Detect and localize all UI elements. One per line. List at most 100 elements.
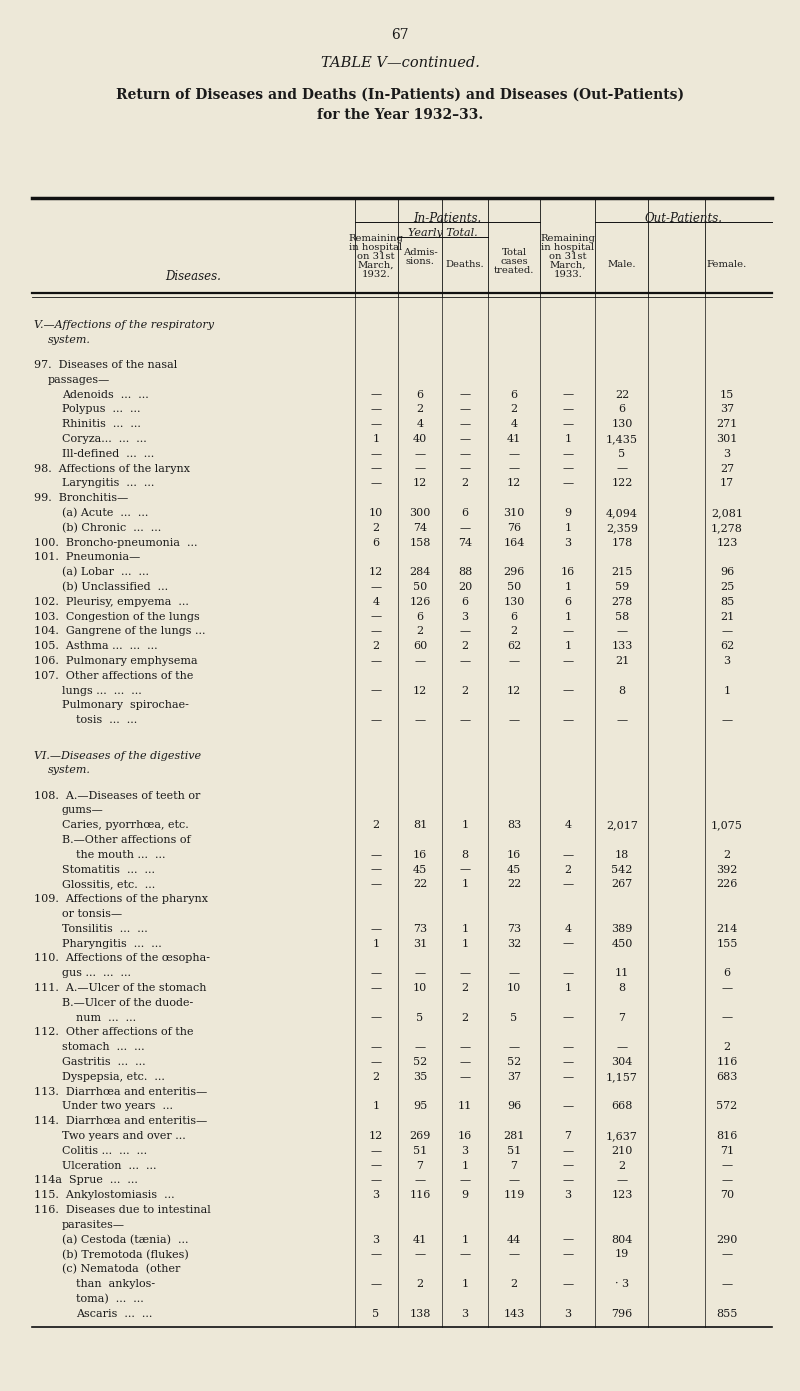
Text: 7: 7	[618, 1013, 626, 1022]
Text: —: —	[414, 657, 426, 666]
Text: 50: 50	[507, 581, 521, 593]
Text: 2: 2	[417, 626, 423, 636]
Text: —: —	[562, 1013, 574, 1022]
Text: 301: 301	[716, 434, 738, 444]
Text: 73: 73	[413, 924, 427, 933]
Text: 214: 214	[716, 924, 738, 933]
Text: 3: 3	[462, 1146, 469, 1156]
Text: 2: 2	[462, 641, 469, 651]
Text: 16: 16	[561, 568, 575, 577]
Text: 143: 143	[503, 1309, 525, 1319]
Text: 40: 40	[413, 434, 427, 444]
Text: —: —	[370, 865, 382, 875]
Text: 22: 22	[615, 389, 629, 399]
Text: 269: 269	[410, 1131, 430, 1141]
Text: —: —	[722, 715, 733, 725]
Text: 1: 1	[373, 939, 379, 949]
Text: 392: 392	[716, 865, 738, 875]
Text: 271: 271	[716, 419, 738, 430]
Text: 11: 11	[615, 968, 629, 978]
Text: 2,081: 2,081	[711, 508, 743, 517]
Text: —: —	[459, 865, 470, 875]
Text: 1: 1	[462, 1160, 469, 1171]
Text: 178: 178	[611, 537, 633, 548]
Text: on 31st: on 31st	[550, 252, 586, 262]
Text: —: —	[562, 1235, 574, 1245]
Text: 62: 62	[507, 641, 521, 651]
Text: —: —	[370, 1146, 382, 1156]
Text: 50: 50	[413, 581, 427, 593]
Text: 5: 5	[510, 1013, 518, 1022]
Text: 58: 58	[615, 612, 629, 622]
Text: —: —	[370, 479, 382, 488]
Text: —: —	[562, 449, 574, 459]
Text: 12: 12	[507, 479, 521, 488]
Text: cases: cases	[500, 257, 528, 266]
Text: 15: 15	[720, 389, 734, 399]
Text: 74: 74	[413, 523, 427, 533]
Text: 267: 267	[611, 879, 633, 889]
Text: —: —	[414, 1175, 426, 1185]
Text: 67: 67	[391, 28, 409, 42]
Text: 98.  Affections of the larynx: 98. Affections of the larynx	[34, 463, 190, 473]
Text: Ulceration  ...  ...: Ulceration ... ...	[62, 1160, 157, 1171]
Text: Remaining: Remaining	[541, 234, 595, 243]
Text: (a) Acute  ...  ...: (a) Acute ... ...	[62, 508, 148, 519]
Text: Stomatitis  ...  ...: Stomatitis ... ...	[62, 865, 155, 875]
Text: Under two years  ...: Under two years ...	[62, 1102, 173, 1111]
Text: —: —	[722, 983, 733, 993]
Text: toma)  ...  ...: toma) ... ...	[76, 1294, 144, 1305]
Text: —: —	[370, 405, 382, 415]
Text: 52: 52	[413, 1057, 427, 1067]
Text: 683: 683	[716, 1072, 738, 1082]
Text: 310: 310	[503, 508, 525, 517]
Text: or tonsis—: or tonsis—	[62, 910, 122, 919]
Text: 17: 17	[720, 479, 734, 488]
Text: 6: 6	[462, 508, 469, 517]
Text: —: —	[414, 1042, 426, 1052]
Text: 3: 3	[565, 1191, 571, 1200]
Text: —: —	[562, 1146, 574, 1156]
Text: 1,435: 1,435	[606, 434, 638, 444]
Text: 4: 4	[417, 419, 423, 430]
Text: 1,075: 1,075	[711, 821, 743, 830]
Text: —: —	[562, 1160, 574, 1171]
Text: 3: 3	[373, 1191, 379, 1200]
Text: 12: 12	[507, 686, 521, 696]
Text: 2: 2	[510, 405, 518, 415]
Text: gus ...  ...  ...: gus ... ... ...	[62, 968, 131, 978]
Text: Gastritis  ...  ...: Gastritis ... ...	[62, 1057, 146, 1067]
Text: —: —	[370, 1160, 382, 1171]
Text: 74: 74	[458, 537, 472, 548]
Text: 37: 37	[507, 1072, 521, 1082]
Text: 71: 71	[720, 1146, 734, 1156]
Text: 116: 116	[716, 1057, 738, 1067]
Text: 8: 8	[462, 850, 469, 860]
Text: Pulmonary  spirochae-: Pulmonary spirochae-	[62, 700, 189, 711]
Text: 6: 6	[373, 537, 379, 548]
Text: —: —	[562, 463, 574, 473]
Text: —: —	[370, 715, 382, 725]
Text: —: —	[370, 1057, 382, 1067]
Text: —: —	[459, 1175, 470, 1185]
Text: stomach  ...  ...: stomach ... ...	[62, 1042, 145, 1052]
Text: 111.  A.—Ulcer of the stomach: 111. A.—Ulcer of the stomach	[34, 983, 206, 993]
Text: Two years and over ...: Two years and over ...	[62, 1131, 186, 1141]
Text: —: —	[370, 983, 382, 993]
Text: 164: 164	[503, 537, 525, 548]
Text: 6: 6	[417, 612, 423, 622]
Text: 2: 2	[373, 1072, 379, 1082]
Text: 52: 52	[507, 1057, 521, 1067]
Text: —: —	[562, 1102, 574, 1111]
Text: —: —	[509, 463, 519, 473]
Text: 3: 3	[565, 537, 571, 548]
Text: 108.  A.—Diseases of teeth or: 108. A.—Diseases of teeth or	[34, 790, 200, 801]
Text: —: —	[459, 434, 470, 444]
Text: VI.—Diseases of the digestive: VI.—Diseases of the digestive	[34, 751, 201, 761]
Text: 3: 3	[723, 657, 730, 666]
Text: 215: 215	[611, 568, 633, 577]
Text: 5: 5	[618, 449, 626, 459]
Text: —: —	[562, 1175, 574, 1185]
Text: in hospital: in hospital	[542, 243, 594, 252]
Text: 114a  Sprue  ...  ...: 114a Sprue ... ...	[34, 1175, 138, 1185]
